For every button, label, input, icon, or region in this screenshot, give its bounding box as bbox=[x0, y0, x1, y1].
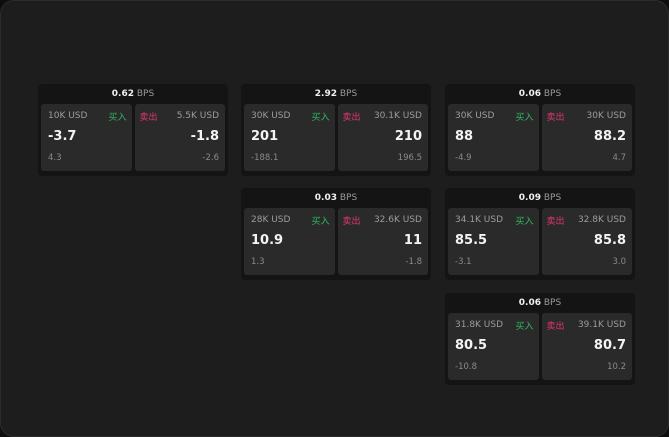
sell-amount: 32.8K USD bbox=[577, 215, 626, 225]
spread-unit: BPS bbox=[339, 89, 358, 99]
sell-label: 卖出 bbox=[342, 113, 361, 123]
sell-price: 85.8 bbox=[593, 233, 626, 248]
quote-card: 0.09 BPS 34.1K USD 买入 85.5 -3.1 卖出 32.8K… bbox=[445, 188, 635, 280]
spread-header: 0.09 BPS bbox=[445, 188, 635, 208]
buy-label: 买入 bbox=[515, 217, 534, 227]
buy-amount: 28K USD bbox=[251, 215, 291, 225]
buy-amount: 10K USD bbox=[48, 111, 88, 121]
buy-price: 88 bbox=[455, 129, 474, 144]
buy-price: 10.9 bbox=[251, 233, 284, 248]
buy-label: 买入 bbox=[311, 217, 330, 227]
sell-price: -1.8 bbox=[190, 129, 219, 144]
spread-header: 2.92 BPS bbox=[241, 84, 431, 104]
quote-card: 2.92 BPS 30K USD 买入 201 -188.1 卖出 30.1K … bbox=[241, 84, 431, 176]
sell-price: 88.2 bbox=[593, 129, 626, 144]
sell-label: 卖出 bbox=[546, 217, 565, 227]
sell-change: 196.5 bbox=[397, 153, 422, 163]
sell-label: 卖出 bbox=[139, 113, 158, 123]
sell-label: 卖出 bbox=[546, 113, 565, 123]
buy-panel[interactable]: 30K USD 买入 201 -188.1 bbox=[244, 104, 335, 171]
sell-change: 10.2 bbox=[607, 362, 626, 372]
buy-label: 买入 bbox=[311, 113, 330, 123]
sell-price: 80.7 bbox=[593, 338, 626, 353]
sell-amount: 39.1K USD bbox=[577, 320, 626, 330]
sell-change: 3.0 bbox=[612, 257, 626, 267]
buy-price: 85.5 bbox=[455, 233, 488, 248]
sell-amount: 32.6K USD bbox=[373, 215, 422, 225]
buy-change: -188.1 bbox=[251, 153, 279, 163]
quote-card: 0.06 BPS 31.8K USD 买入 80.5 -10.8 卖出 39.1… bbox=[445, 293, 635, 385]
buy-amount: 30K USD bbox=[455, 111, 495, 121]
buy-panel[interactable]: 30K USD 买入 88 -4.9 bbox=[448, 104, 539, 171]
buy-change: -3.1 bbox=[455, 257, 472, 267]
spread-value: 0.09 bbox=[518, 193, 541, 203]
spread-value: 0.03 bbox=[314, 193, 337, 203]
sell-price: 11 bbox=[403, 233, 422, 248]
spread-unit: BPS bbox=[339, 193, 358, 203]
buy-change: -10.8 bbox=[455, 362, 477, 372]
buy-panel[interactable]: 10K USD 买入 -3.7 4.3 bbox=[41, 104, 132, 171]
buy-change: -4.9 bbox=[455, 153, 472, 163]
spread-unit: BPS bbox=[543, 89, 562, 99]
sell-price: 210 bbox=[394, 129, 422, 144]
buy-price: -3.7 bbox=[48, 129, 77, 144]
buy-amount: 34.1K USD bbox=[455, 215, 504, 225]
sell-panel[interactable]: 卖出 32.6K USD 11 -1.8 bbox=[337, 208, 428, 275]
sell-label: 卖出 bbox=[342, 217, 361, 227]
spread-header: 0.06 BPS bbox=[445, 293, 635, 313]
buy-change: 1.3 bbox=[251, 257, 265, 267]
spread-value: 0.62 bbox=[111, 89, 134, 99]
sell-amount: 30K USD bbox=[586, 111, 626, 121]
spread-unit: BPS bbox=[136, 89, 155, 99]
sell-amount: 5.5K USD bbox=[176, 111, 219, 121]
sell-panel[interactable]: 卖出 32.8K USD 85.8 3.0 bbox=[541, 208, 632, 275]
sell-panel[interactable]: 卖出 5.5K USD -1.8 -2.6 bbox=[134, 104, 225, 171]
buy-price: 201 bbox=[251, 129, 279, 144]
buy-price: 80.5 bbox=[455, 338, 488, 353]
buy-panel[interactable]: 31.8K USD 买入 80.5 -10.8 bbox=[448, 313, 539, 380]
sell-change: 4.7 bbox=[612, 153, 626, 163]
buy-panel[interactable]: 34.1K USD 买入 85.5 -3.1 bbox=[448, 208, 539, 275]
spread-value: 0.06 bbox=[518, 298, 541, 308]
buy-label: 买入 bbox=[515, 113, 534, 123]
sell-panel[interactable]: 卖出 30.1K USD 210 196.5 bbox=[337, 104, 428, 171]
sell-label: 卖出 bbox=[546, 322, 565, 332]
spread-value: 2.92 bbox=[314, 89, 337, 99]
spread-header: 0.06 BPS bbox=[445, 84, 635, 104]
sell-panel[interactable]: 卖出 30K USD 88.2 4.7 bbox=[541, 104, 632, 171]
sell-change: -1.8 bbox=[405, 257, 422, 267]
quote-card: 0.03 BPS 28K USD 买入 10.9 1.3 卖出 32.6K US… bbox=[241, 188, 431, 280]
spread-unit: BPS bbox=[543, 193, 562, 203]
sell-panel[interactable]: 卖出 39.1K USD 80.7 10.2 bbox=[541, 313, 632, 380]
quote-card: 0.06 BPS 30K USD 买入 88 -4.9 卖出 30K USD 8… bbox=[445, 84, 635, 176]
buy-amount: 30K USD bbox=[251, 111, 291, 121]
buy-change: 4.3 bbox=[48, 153, 62, 163]
spread-header: 0.03 BPS bbox=[241, 188, 431, 208]
sell-change: -2.6 bbox=[202, 153, 219, 163]
buy-label: 买入 bbox=[108, 113, 127, 123]
quote-card: 0.62 BPS 10K USD 买入 -3.7 4.3 卖出 5.5K USD… bbox=[38, 84, 228, 176]
spread-unit: BPS bbox=[543, 298, 562, 308]
buy-panel[interactable]: 28K USD 买入 10.9 1.3 bbox=[244, 208, 335, 275]
spread-header: 0.62 BPS bbox=[38, 84, 228, 104]
buy-label: 买入 bbox=[515, 322, 534, 332]
spread-value: 0.06 bbox=[518, 89, 541, 99]
sell-amount: 30.1K USD bbox=[373, 111, 422, 121]
buy-amount: 31.8K USD bbox=[455, 320, 504, 330]
